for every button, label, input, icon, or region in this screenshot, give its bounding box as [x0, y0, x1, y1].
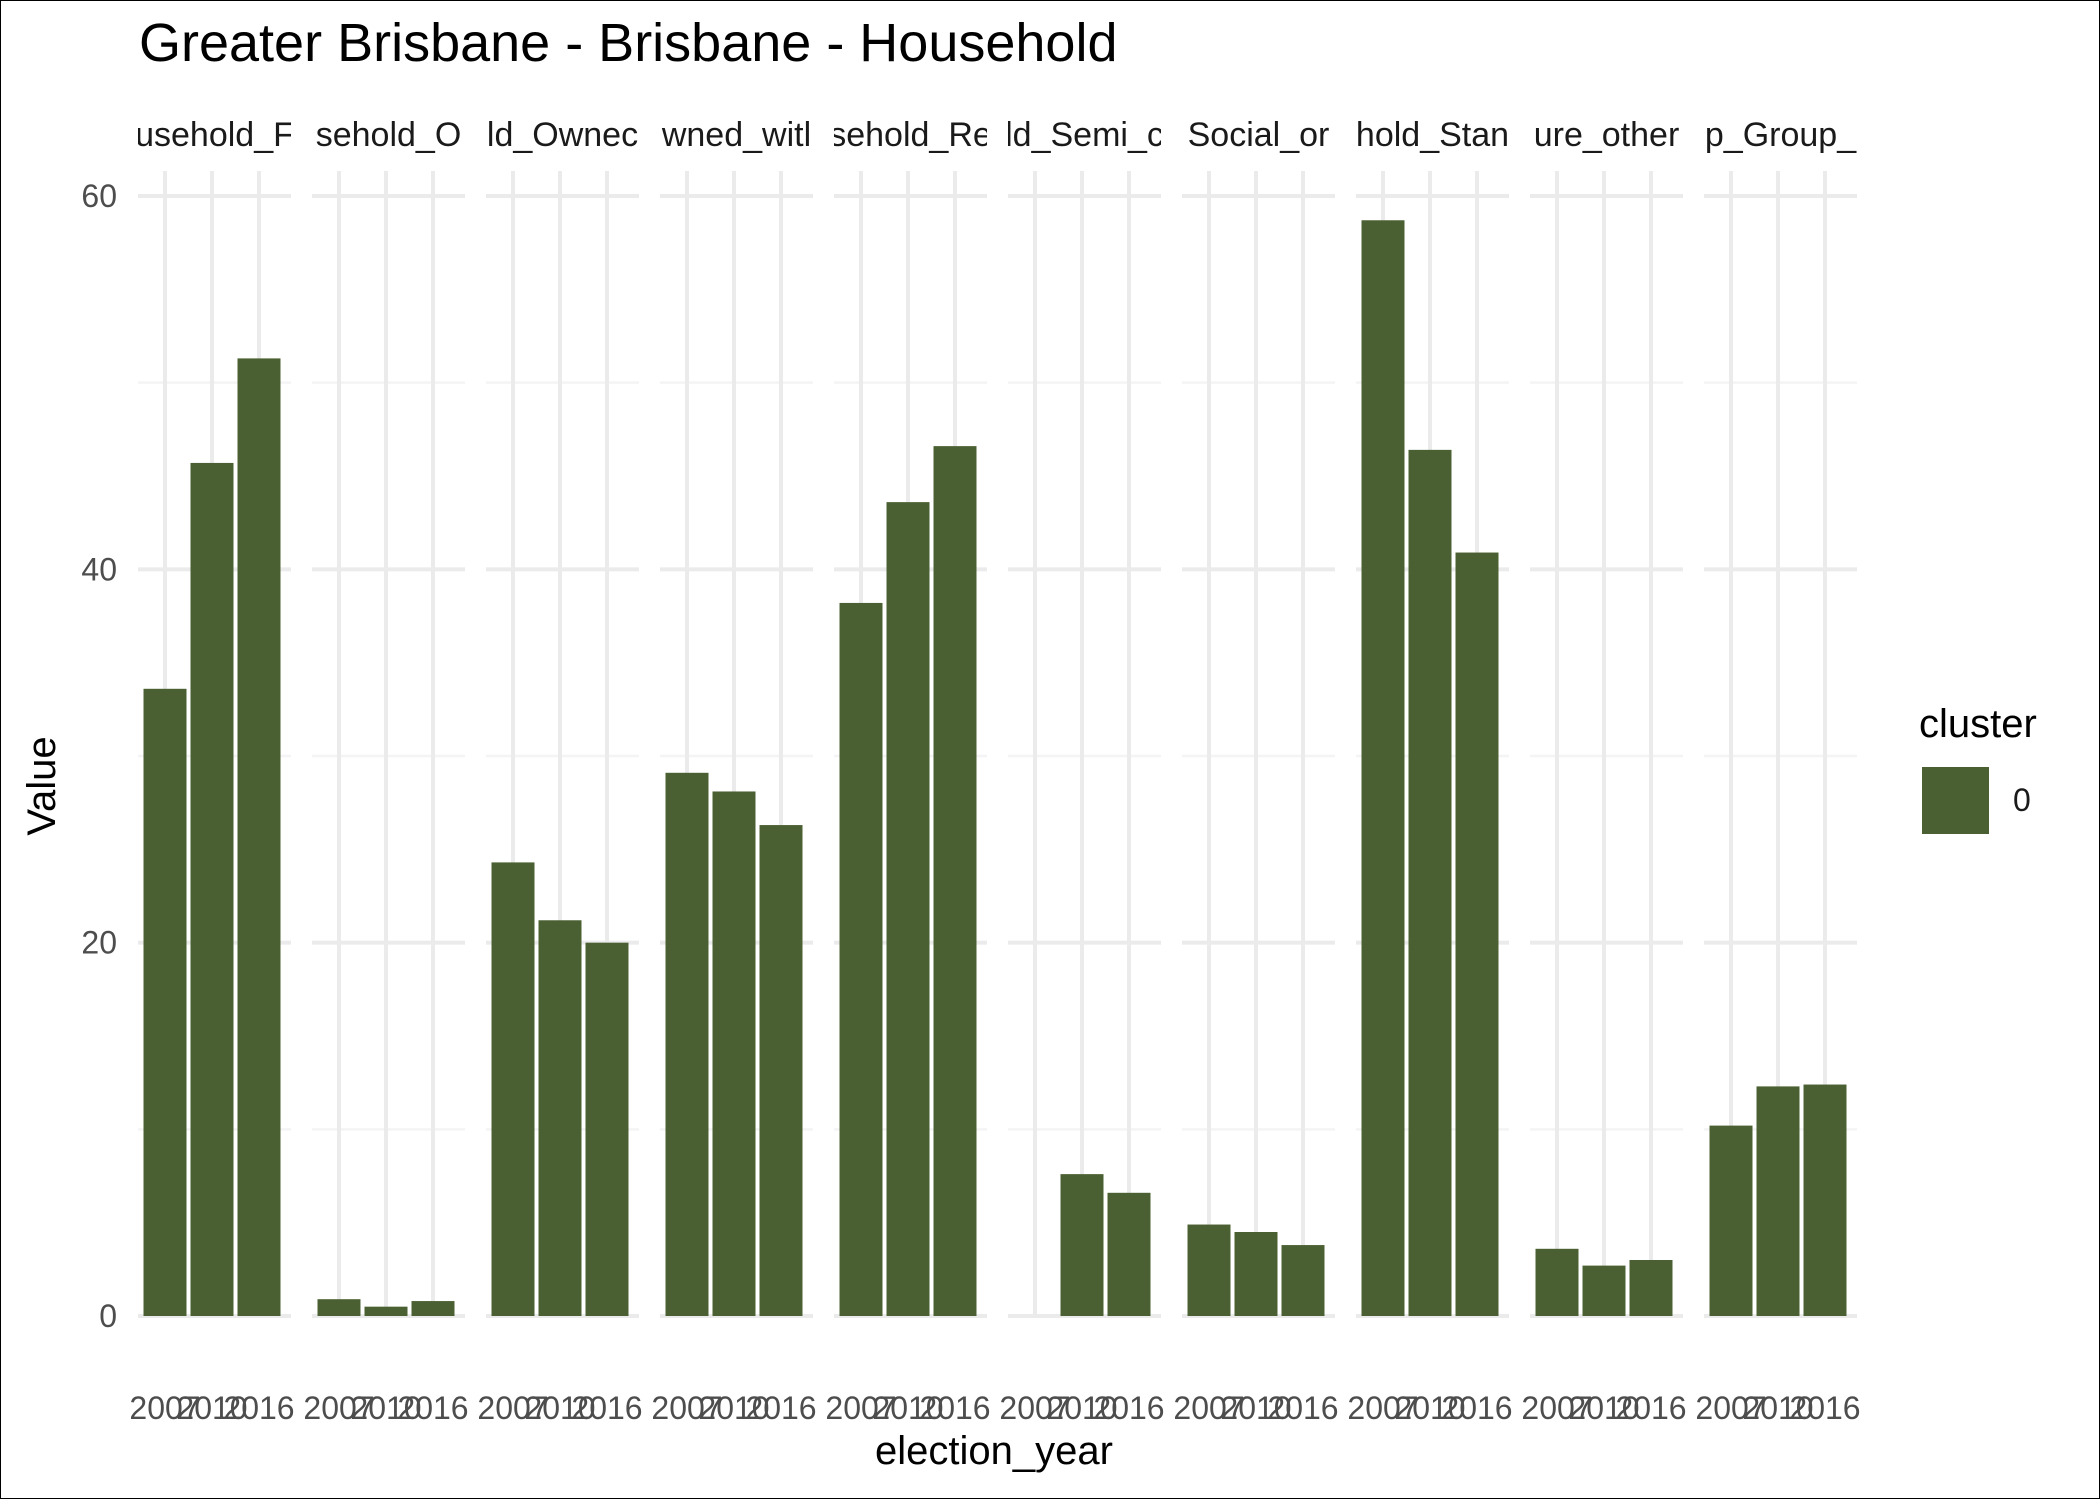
bar-4-2007 [839, 602, 883, 1316]
bar-6-2016 [1281, 1245, 1325, 1316]
bar-7-2010 [1408, 449, 1452, 1316]
x-tick-label: 2016 [223, 1390, 294, 1426]
x-tick-label: 2010 [1394, 1390, 1465, 1426]
legend-key-swatch [1922, 767, 1989, 834]
bar-3-2007 [665, 772, 709, 1316]
x-tick-label: 2016 [1615, 1390, 1686, 1426]
legend: cluster 0 [1919, 702, 2037, 834]
y-tick-label: 60 [81, 178, 117, 214]
x-tick-label: 2007 [1521, 1390, 1592, 1426]
x-tick-label: 2016 [1267, 1390, 1338, 1426]
bar-3-2016 [759, 825, 803, 1316]
facet-label-1: sehold_O [316, 116, 462, 154]
x-tick-label: 2016 [1093, 1390, 1164, 1426]
facet-label-9: p_Group_ [1705, 116, 1857, 154]
x-axis-title: election_year [875, 1429, 1113, 1473]
x-tick-label: 2010 [1046, 1390, 1117, 1426]
bar-8-2016 [1629, 1260, 1673, 1316]
bar-6-2010 [1234, 1232, 1278, 1316]
facet-label-8: ure_other [1534, 116, 1680, 154]
x-tick-label: 2010 [176, 1390, 247, 1426]
y-tick-label: 40 [81, 551, 117, 587]
x-tick-label: 2007 [477, 1390, 548, 1426]
x-tick-label: 2016 [1789, 1390, 1860, 1426]
bar-3-2010 [712, 791, 756, 1316]
bar-0-2007 [143, 688, 187, 1316]
bar-4-2016 [933, 446, 977, 1317]
x-tick-label: 2016 [571, 1390, 642, 1426]
y-tick-label: 20 [81, 925, 117, 961]
gridlines [138, 171, 1857, 1318]
x-tick-label: 2007 [1173, 1390, 1244, 1426]
legend-entry-label: 0 [2013, 782, 2031, 818]
y-tick-label: 0 [99, 1298, 117, 1334]
legend-title: cluster [1919, 702, 2037, 746]
x-tick-label: 2007 [303, 1390, 374, 1426]
bar-1-2016 [411, 1301, 455, 1316]
x-tick-label: 2010 [350, 1390, 421, 1426]
bar-2-2010 [538, 920, 582, 1316]
bar-9-2016 [1803, 1084, 1847, 1316]
facet-label-2: ld_Ownec [487, 116, 638, 154]
x-tick-label: 2010 [872, 1390, 943, 1426]
bar-0-2010 [190, 462, 234, 1316]
x-tick-label: 2010 [1568, 1390, 1639, 1426]
bar-5-2010 [1060, 1174, 1104, 1316]
bar-8-2007 [1535, 1248, 1579, 1316]
bar-1-2010 [364, 1306, 408, 1316]
facet-label-6: Social_or [1188, 116, 1330, 154]
x-tick-label: 2016 [1441, 1390, 1512, 1426]
bar-0-2016 [237, 358, 281, 1316]
bar-2-2016 [585, 942, 629, 1316]
bars [143, 220, 1847, 1317]
bar-1-2007 [317, 1299, 361, 1316]
x-tick-label: 2016 [919, 1390, 990, 1426]
chart-title: Greater Brisbane - Brisbane - Household [139, 13, 1118, 73]
x-tick-label: 2016 [397, 1390, 468, 1426]
x-tick-label: 2007 [1695, 1390, 1766, 1426]
x-tick-label: 2007 [1347, 1390, 1418, 1426]
x-tick-label: 2007 [651, 1390, 722, 1426]
x-tick-label: 2007 [825, 1390, 896, 1426]
x-tick-label: 2007 [999, 1390, 1070, 1426]
y-axis-title: Value [20, 736, 64, 835]
x-tick-label: 2010 [1220, 1390, 1291, 1426]
bar-7-2016 [1455, 552, 1499, 1316]
x-tick-label: 2007 [129, 1390, 200, 1426]
facet-label-3: wned_witl [661, 116, 811, 154]
bar-5-2016 [1107, 1192, 1151, 1316]
bar-9-2007 [1709, 1125, 1753, 1316]
x-tick-label: 2010 [524, 1390, 595, 1426]
facet-label-7: hold_Stan [1356, 116, 1509, 154]
facet-strip-labels: usehold_F sehold_O ld_Ownec wned_witl sehold… [135, 116, 1857, 154]
x-tick-label: 2016 [745, 1390, 816, 1426]
x-tick-label: 2010 [698, 1390, 769, 1426]
facet-label-0: usehold_F [135, 116, 294, 154]
y-axis-ticks: 0 20 40 60 [81, 178, 117, 1334]
bar-9-2010 [1756, 1086, 1800, 1316]
bar-4-2010 [886, 502, 930, 1317]
bar-2-2007 [491, 862, 535, 1316]
facet-label-5: ld_Semi_c [1005, 116, 1164, 154]
x-tick-label: 2010 [1742, 1390, 1813, 1426]
bar-8-2010 [1582, 1265, 1626, 1316]
bar-6-2007 [1187, 1224, 1231, 1316]
bar-7-2007 [1361, 220, 1405, 1317]
facet-label-4: sehold_Re [829, 116, 992, 154]
